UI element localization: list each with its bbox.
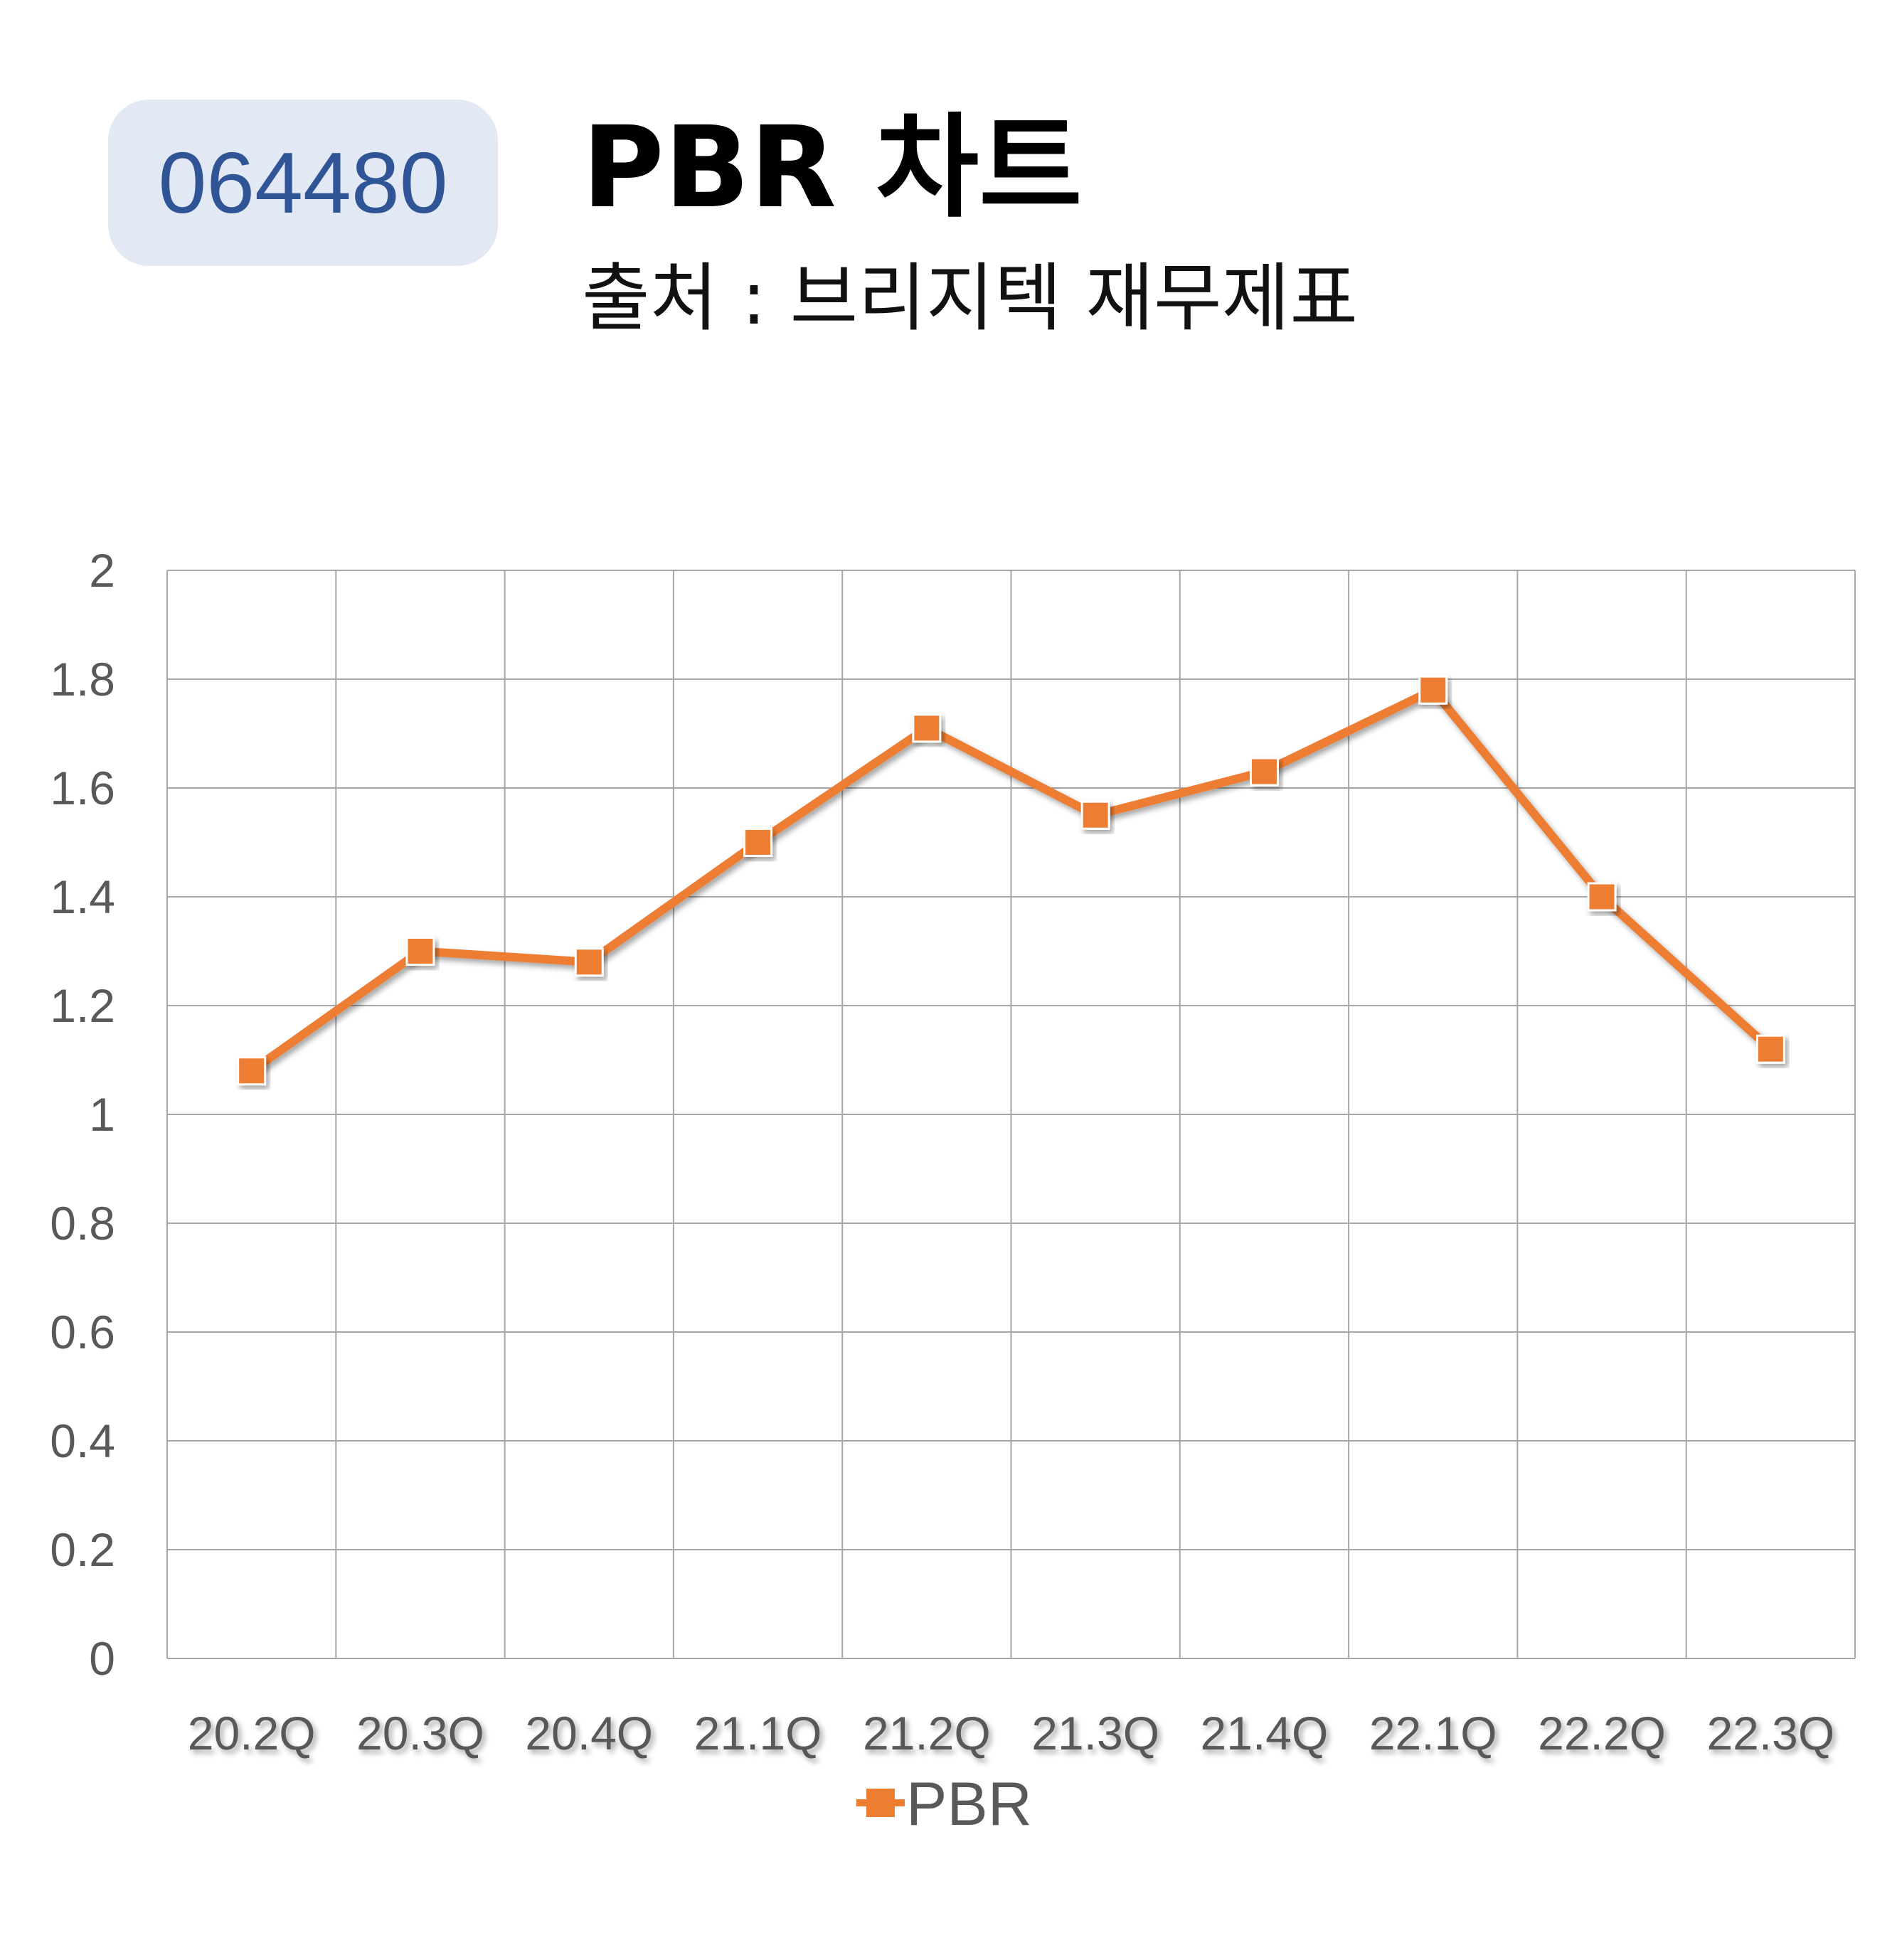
x-tick-label: 21.4Q <box>1201 1707 1329 1759</box>
data-point-marker <box>912 713 942 743</box>
stock-code: 064480 <box>158 134 448 231</box>
x-tick-label: 22.1Q <box>1369 1707 1497 1759</box>
data-point-marker <box>1418 675 1448 705</box>
data-point-marker <box>405 937 435 966</box>
legend: PBR <box>856 1770 1032 1838</box>
chart-title: PBR 차트 <box>582 102 1083 233</box>
data-point-marker <box>1587 882 1617 912</box>
chart-subtitle: 출처 : 브리지텍 재무제표 <box>582 255 1359 341</box>
legend-label-pbr: PBR <box>906 1770 1032 1838</box>
series-line-pbr <box>247 686 1775 1075</box>
y-tick-label: 0 <box>89 1632 115 1685</box>
data-point-marker <box>237 1056 267 1086</box>
data-point-marker <box>1755 1034 1785 1064</box>
y-tick-label: 0.4 <box>50 1415 115 1467</box>
x-tick-label: 21.3Q <box>1031 1707 1159 1759</box>
y-tick-label: 1.6 <box>50 762 115 814</box>
x-tick-label: 20.2Q <box>188 1707 316 1759</box>
y-tick-label: 1.8 <box>50 653 115 705</box>
x-tick-label: 20.3Q <box>356 1707 484 1759</box>
data-point-marker <box>1080 800 1110 830</box>
x-tick-label: 22.2Q <box>1538 1707 1666 1759</box>
stock-code-badge: 064480 <box>108 100 498 266</box>
y-tick-label: 1 <box>89 1088 115 1141</box>
y-tick-label: 0.6 <box>50 1306 115 1358</box>
legend-marker-swatch <box>866 1789 895 1817</box>
x-tick-label: 22.3Q <box>1706 1707 1834 1759</box>
data-point-marker <box>574 947 604 977</box>
x-axis-ticks: 20.2Q 20.3Q 20.4Q 21.1Q 21.2Q 21.3Q 21.4Q 22.1Q… <box>188 1707 1834 1759</box>
series-pbr <box>237 675 1785 1086</box>
y-tick-label: 2 <box>89 544 115 597</box>
y-tick-label: 1.4 <box>50 870 115 923</box>
gridlines <box>166 570 1856 1659</box>
y-tick-label: 1.2 <box>50 979 115 1032</box>
y-axis-ticks: 0 0.2 0.4 0.6 0.8 1 1.2 1.4 1.6 1.8 2 <box>50 544 115 1685</box>
y-tick-label: 0.8 <box>50 1197 115 1250</box>
data-point-marker <box>743 828 773 857</box>
y-tick-label: 0.2 <box>50 1523 115 1576</box>
data-point-marker <box>1249 757 1279 787</box>
x-tick-label: 21.1Q <box>694 1707 822 1759</box>
x-tick-label: 21.2Q <box>863 1707 991 1759</box>
x-tick-label: 20.4Q <box>525 1707 653 1759</box>
